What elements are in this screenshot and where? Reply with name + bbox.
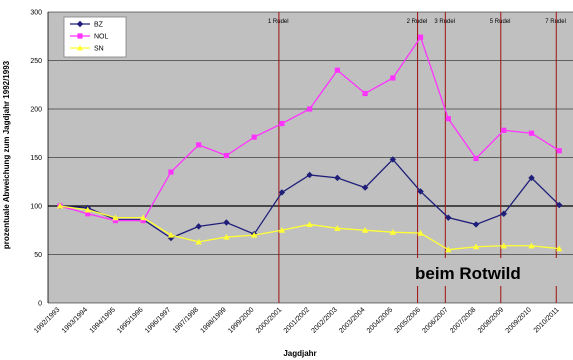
data-point: [306, 171, 313, 179]
data-point: [417, 34, 424, 40]
data-point: [250, 231, 258, 238]
data-point: [334, 174, 341, 182]
data-point: [140, 214, 147, 221]
legend-label: BZ: [94, 22, 104, 29]
data-point: [362, 90, 368, 97]
event-label: 3 Rudel: [434, 19, 455, 25]
annotation-background: [412, 258, 560, 286]
data-point: [223, 233, 230, 240]
legend-item: BZ: [70, 20, 104, 29]
legend-item: NOL: [70, 33, 109, 41]
data-point: [389, 228, 397, 235]
data-point: [251, 134, 257, 140]
data-point: [556, 245, 563, 252]
data-point: [167, 231, 175, 238]
data-point: [56, 202, 64, 209]
data-point: [528, 242, 535, 249]
x-axis-title: Jagdjahr: [283, 349, 316, 358]
data-point: [528, 130, 535, 136]
data-point: [500, 210, 507, 217]
data-point: [76, 20, 84, 28]
data-point: [334, 225, 341, 231]
data-point: [473, 155, 479, 162]
data-point: [361, 184, 369, 191]
data-point: [361, 227, 369, 233]
data-point: [445, 246, 452, 253]
y-tick-label: 200: [30, 107, 42, 114]
y-axis-title: prozentuale Abweichung zum Jagdjahr 1992…: [2, 60, 11, 249]
event-label: 1 Rudel: [268, 19, 289, 25]
event-label: 7 Rudel: [545, 19, 566, 25]
data-point: [279, 120, 285, 127]
data-point: [528, 174, 535, 182]
data-point: [77, 33, 83, 39]
data-point: [306, 221, 313, 227]
data-point: [472, 221, 480, 228]
data-point: [445, 214, 452, 221]
y-tick-label: 150: [30, 155, 42, 162]
data-point: [556, 148, 562, 154]
legend-label: NOL: [94, 34, 109, 41]
y-tick-label: 0: [38, 301, 42, 308]
data-point: [278, 189, 286, 196]
y-tick-label: 250: [30, 58, 42, 65]
data-point: [334, 67, 340, 73]
data-point: [112, 217, 119, 224]
data-point: [417, 188, 424, 195]
legend-item: SN: [70, 44, 104, 53]
data-point: [223, 219, 230, 226]
event-label: 2 Rudel: [407, 19, 428, 25]
y-tick-label: 300: [30, 10, 42, 17]
legend-label: SN: [94, 46, 104, 53]
data-point: [501, 127, 507, 133]
data-point: [76, 44, 84, 51]
y-tick-label: 50: [34, 252, 42, 259]
legend: BZ NOL SN: [63, 16, 127, 58]
y-axis-ticks: 0 50 100 150 200 250 300: [30, 10, 42, 308]
data-point: [84, 206, 91, 213]
data-point: [85, 211, 91, 217]
data-point: [196, 142, 202, 148]
gridlines: [47, 11, 573, 304]
event-label: 5 Rudel: [490, 19, 511, 25]
data-point: [223, 152, 230, 159]
series-lines: [56, 34, 563, 253]
event-lines: 1 Rudel 2 Rudel 3 Rudel 5 Rudel 7 Rudel: [268, 12, 566, 303]
data-point: [112, 214, 119, 221]
data-point: [417, 229, 424, 236]
data-point: [556, 201, 563, 209]
data-point: [500, 242, 507, 249]
series-sn: [56, 202, 563, 253]
annotation-text: beim Rotwild: [415, 264, 521, 283]
data-point: [445, 116, 451, 122]
data-point: [278, 227, 286, 233]
data-point: [472, 243, 480, 250]
y-tick-label: 100: [30, 204, 42, 211]
data-point: [195, 238, 202, 245]
data-point: [195, 223, 202, 230]
data-point: [307, 106, 313, 112]
data-point: [168, 169, 174, 175]
data-point: [390, 75, 396, 81]
data-point: [140, 217, 146, 224]
data-point: [389, 156, 397, 163]
